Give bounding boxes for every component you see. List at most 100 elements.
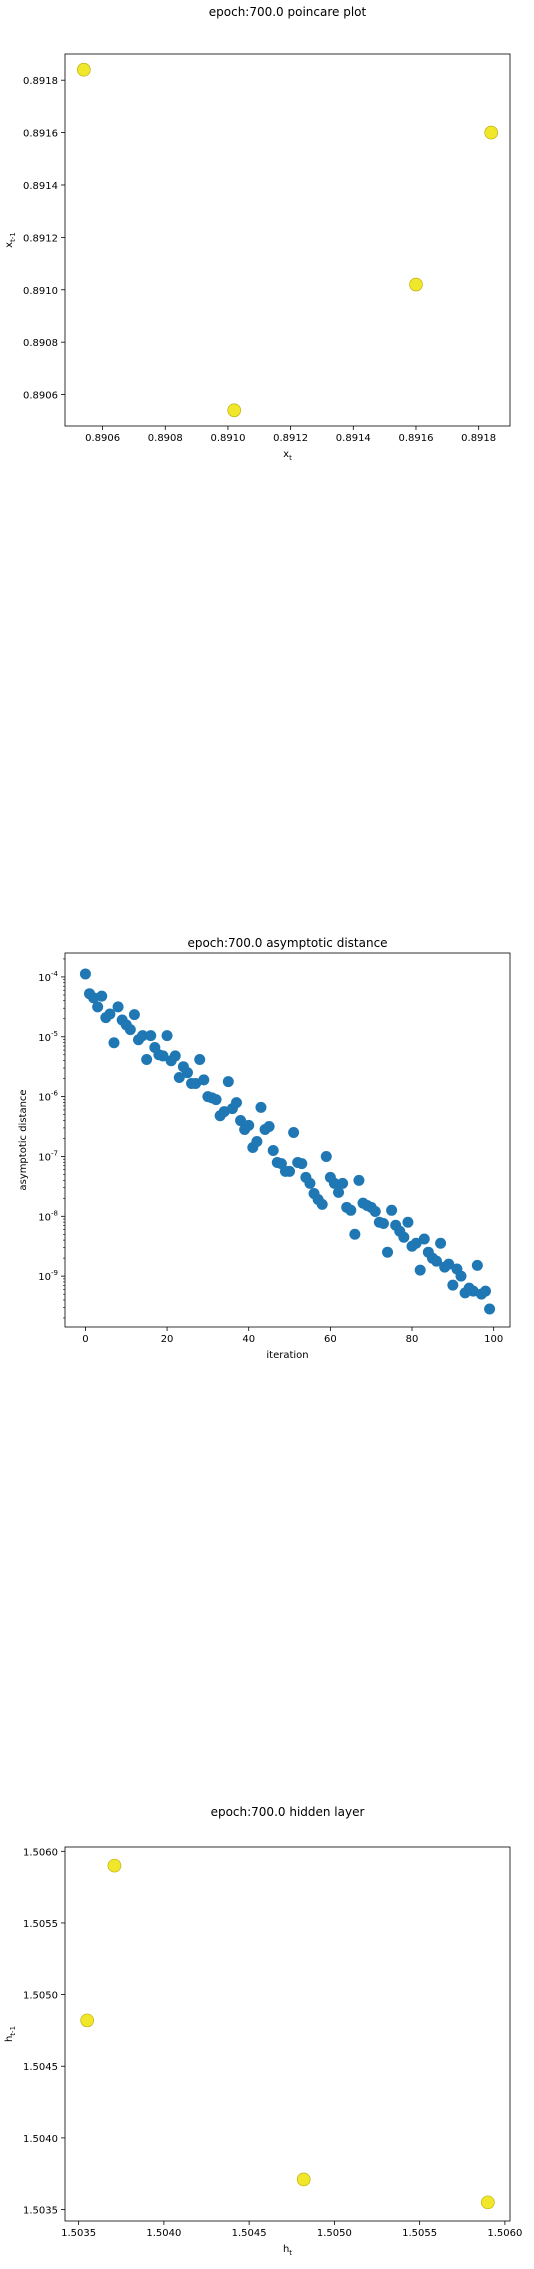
data-point: [288, 1127, 299, 1138]
data-points: [81, 1859, 495, 2209]
data-point: [92, 1001, 103, 1012]
y-tick-label: 0.8914: [23, 181, 58, 192]
data-point: [113, 1001, 124, 1012]
data-point: [194, 1054, 205, 1065]
data-point: [268, 1145, 279, 1156]
y-tick-label: 0.8912: [23, 233, 58, 244]
data-point: [182, 1067, 193, 1078]
data-point: [480, 1286, 491, 1297]
data-point: [398, 1232, 409, 1243]
y-tick-label: 0.8918: [23, 76, 58, 87]
x-tick-label: 1.5040: [146, 2228, 181, 2239]
x-tick-label: 40: [242, 1334, 255, 1345]
x-tick-label: 0.8908: [148, 433, 183, 444]
x-axis-label: ht: [283, 2244, 292, 2257]
data-point: [386, 1205, 397, 1216]
y-tick-label: 1.5035: [23, 2206, 58, 2217]
data-point: [337, 1178, 348, 1189]
y-tick-label: 1.5045: [23, 2062, 58, 2073]
y-tick-label: 1.5040: [23, 2134, 58, 2145]
y-tick-label: 10-5: [38, 1030, 58, 1044]
data-point: [456, 1271, 467, 1282]
data-point: [382, 1247, 393, 1258]
data-point: [108, 1037, 119, 1048]
chart-title: epoch:700.0 asymptotic distance: [187, 936, 387, 950]
data-points: [77, 63, 497, 417]
y-axis-label: asymptotic distance: [18, 1089, 29, 1190]
data-point: [129, 1009, 140, 1020]
data-point: [162, 1030, 173, 1041]
x-tick-label: 60: [324, 1334, 337, 1345]
data-point: [370, 1206, 381, 1217]
chart-3: epoch:700.0 hidden layer 1.5035 1.5040 1.50…: [4, 1805, 522, 2257]
y-tick-label: 0.8916: [23, 129, 58, 140]
data-point: [415, 1265, 426, 1276]
data-point: [297, 2173, 310, 2186]
y-tick-label: 0.8910: [23, 286, 58, 297]
svg-text:asymptotic distance: asymptotic distance: [18, 1089, 29, 1190]
data-point: [349, 1229, 360, 1240]
svg-text:xt-1: xt-1: [4, 232, 17, 248]
x-tick-label: 0.8914: [336, 433, 371, 444]
data-point: [402, 1217, 413, 1228]
x-tick-label: 0.8916: [398, 433, 433, 444]
svg-text:xt: xt: [283, 449, 292, 462]
data-point: [211, 1094, 222, 1105]
data-point: [81, 2014, 94, 2027]
data-point: [321, 1151, 332, 1162]
chart-title: epoch:700.0 poincare plot: [209, 5, 367, 19]
data-point: [378, 1218, 389, 1229]
x-tick-label: 0.8906: [85, 433, 120, 444]
x-tick-label: 0.8910: [210, 433, 245, 444]
data-point: [243, 1120, 254, 1131]
y-tick-label: 0.8908: [23, 338, 58, 349]
y-axis-label: ht-1: [4, 2026, 17, 2042]
data-point: [484, 1304, 495, 1315]
x-tick-label: 1.5035: [61, 2228, 96, 2239]
y-tick-label: 10-9: [38, 1269, 58, 1283]
svg-text:ht-1: ht-1: [4, 2026, 17, 2042]
data-point: [409, 278, 422, 291]
data-point: [345, 1205, 356, 1216]
data-point: [77, 63, 90, 76]
x-tick-label: 0.8918: [461, 433, 496, 444]
data-point: [284, 1166, 295, 1177]
y-tick-label: 10-8: [38, 1209, 58, 1223]
x-axis-label: iteration: [266, 1350, 308, 1361]
x-tick-label: 1.5045: [232, 2228, 267, 2239]
data-point: [317, 1199, 328, 1210]
x-tick-label: 0: [82, 1334, 88, 1345]
y-tick-label: 0.8906: [23, 391, 58, 402]
data-point: [231, 1097, 242, 1108]
y-tick-label: 1.5050: [23, 1991, 58, 2002]
data-point: [96, 991, 107, 1002]
data-point: [170, 1050, 181, 1061]
x-tick-label: 80: [406, 1334, 419, 1345]
x-tick-label: 1.5050: [317, 2228, 352, 2239]
data-point: [481, 2196, 494, 2209]
data-point: [419, 1234, 430, 1245]
x-tick-label: 1.5060: [487, 2228, 522, 2239]
data-point: [447, 1280, 458, 1291]
y-tick-label: 10-4: [38, 970, 58, 984]
plot-frame: [65, 54, 510, 426]
data-point: [223, 1076, 234, 1087]
data-point: [264, 1121, 275, 1132]
x-tick-label: 0.8912: [273, 433, 308, 444]
y-tick-label: 1.5055: [23, 1919, 58, 1930]
x-tick-label: 1.5055: [402, 2228, 437, 2239]
plot-frame: [65, 1847, 510, 2221]
data-point: [145, 1030, 156, 1041]
x-tick-label: 20: [161, 1334, 174, 1345]
y-axis-label: xt-1: [4, 232, 17, 248]
y-tick-label: 1.5060: [23, 1847, 58, 1858]
data-point: [485, 126, 498, 139]
y-tick-label: 10-6: [38, 1090, 58, 1104]
chart-1: epoch:700.0 poincare plot 0.8906 0.8908 0.8…: [4, 5, 510, 462]
data-point: [125, 1024, 136, 1035]
data-point: [141, 1054, 152, 1065]
x-tick-label: 100: [484, 1334, 503, 1345]
data-point: [304, 1178, 315, 1189]
data-point: [296, 1158, 307, 1169]
